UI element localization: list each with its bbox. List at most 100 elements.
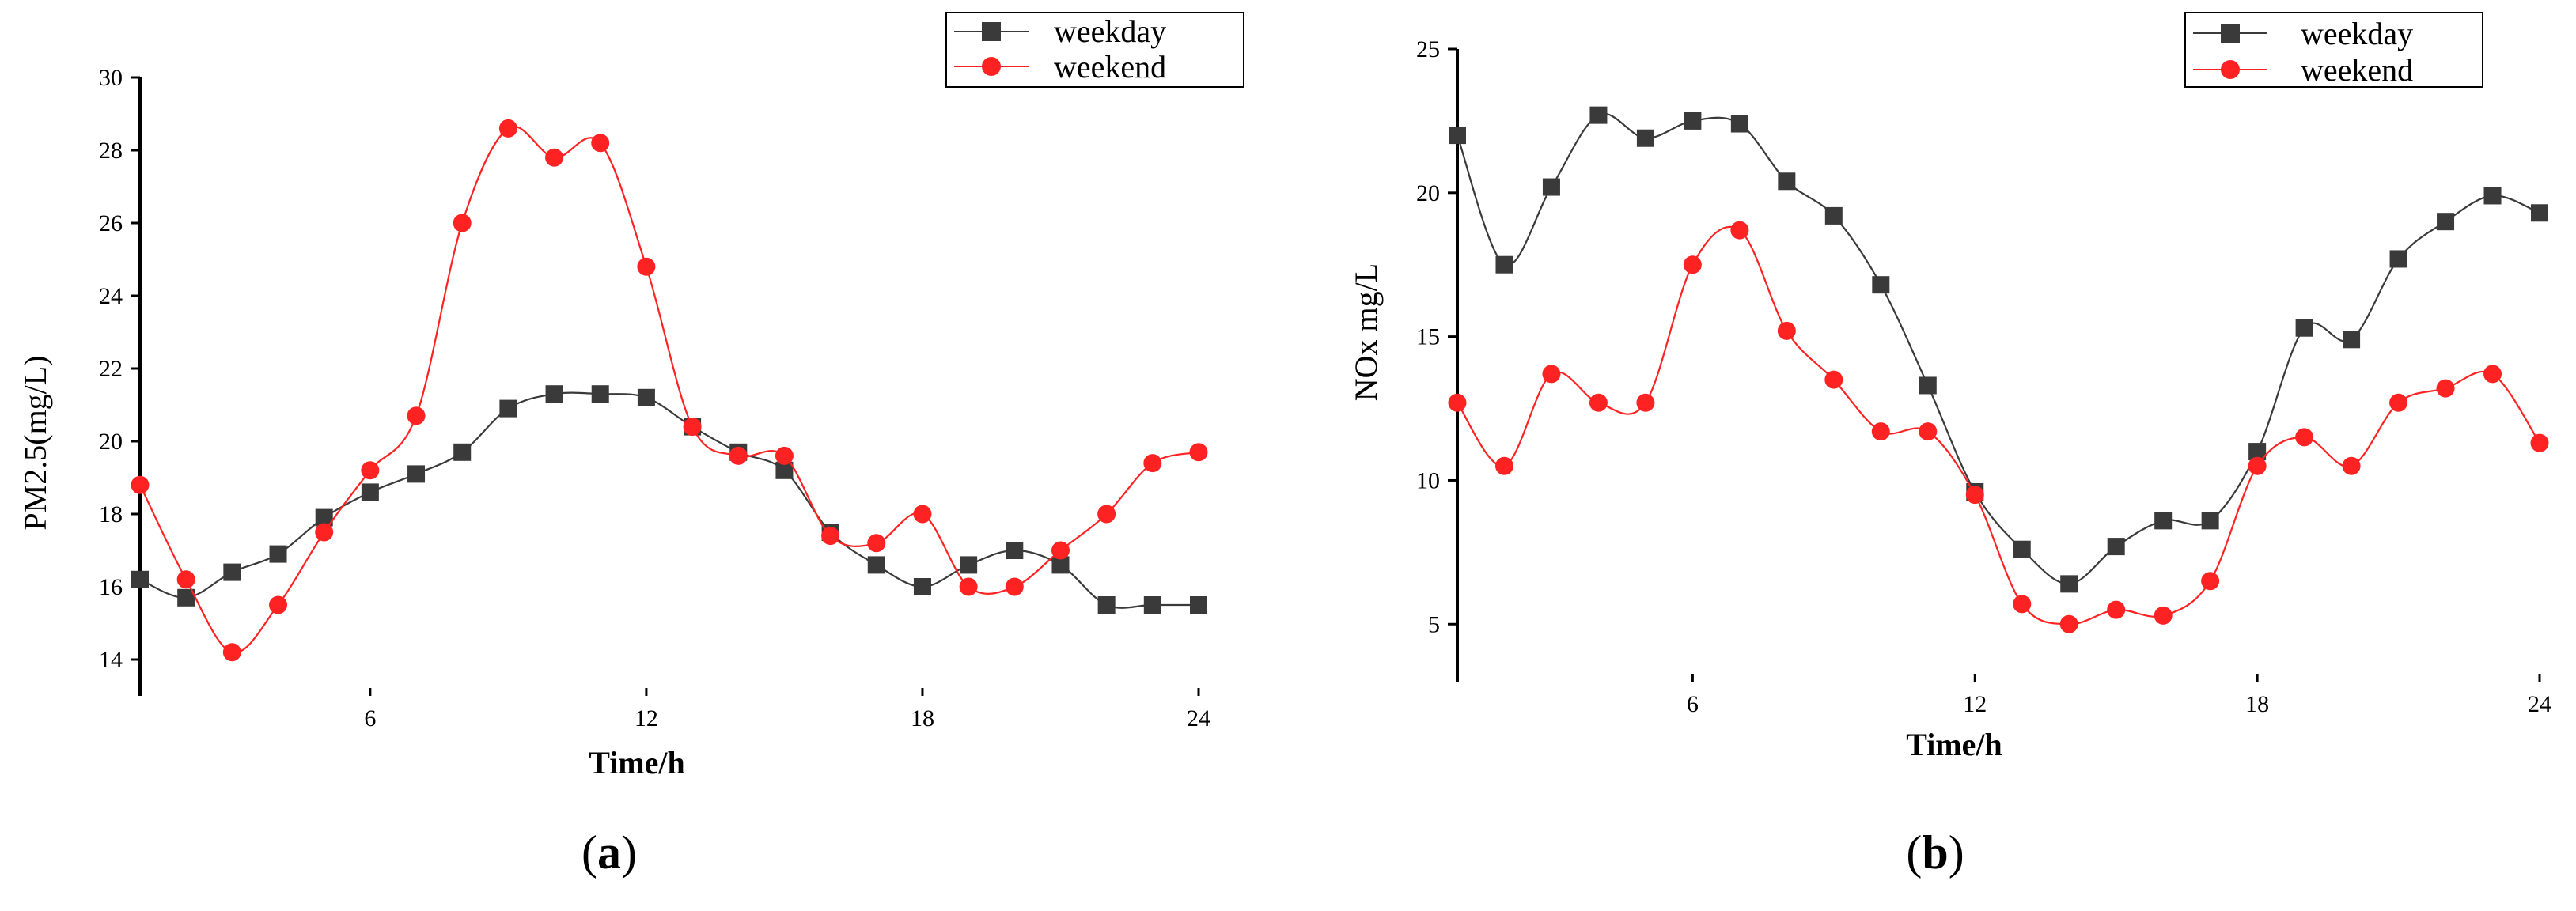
point-weekend	[1965, 486, 1984, 505]
point-weekend	[775, 446, 794, 465]
point-weekend	[1143, 454, 1162, 473]
y-tick-label: 20	[99, 429, 123, 455]
x-ticks: 6 12 18 24	[1687, 674, 2551, 717]
legend-weekend-label: weekend	[1054, 49, 1166, 85]
point-weekday	[2060, 575, 2078, 593]
point-weekend	[131, 475, 150, 494]
point-weekend	[2013, 595, 2032, 614]
point-weekday	[2531, 204, 2548, 222]
point-weekday	[1542, 178, 1560, 196]
y-tick-label: 18	[99, 501, 123, 527]
y-tick-label: 20	[1416, 180, 1440, 206]
point-weekday	[407, 465, 426, 483]
y-tick-label: 16	[99, 574, 123, 600]
point-weekend	[1777, 321, 1796, 340]
point-weekend	[2201, 572, 2220, 591]
point-weekday	[1730, 115, 1748, 133]
point-weekend	[1683, 255, 1702, 274]
point-weekend	[867, 534, 886, 553]
point-weekday	[1684, 112, 1702, 130]
x-tick-label: 6	[364, 705, 376, 731]
point-weekend	[1871, 422, 1890, 441]
point-weekend	[545, 148, 564, 167]
x-tick-label: 6	[1687, 691, 1699, 717]
point-weekend	[959, 577, 978, 596]
point-weekday	[1495, 255, 1513, 274]
legend-weekday-marker	[982, 22, 1001, 41]
chart-panel-a: 14 16 18 20 22 24 26 28 30 6 12 18 24 PM2.5(mg/L) T…	[17, 12, 1244, 879]
y-tick-label: 22	[99, 356, 123, 382]
chart-panel-b: 5 10 15 20 25 6 12 18 24 NOx mg/L Time/h weekda…	[1348, 12, 2551, 879]
x-tick-label: 12	[635, 705, 658, 731]
series-line-weekday	[139, 391, 1199, 609]
point-weekday	[1919, 376, 1937, 395]
point-weekend	[2342, 456, 2361, 475]
point-weekend	[2248, 456, 2267, 475]
point-weekend	[2436, 379, 2455, 398]
y-ticks: 5 10 15 20 25	[1416, 36, 1457, 637]
point-weekday	[1824, 206, 1843, 225]
point-weekend	[1589, 393, 1608, 412]
point-weekday	[2343, 331, 2361, 349]
point-weekday	[1006, 542, 1024, 559]
point-weekend	[176, 570, 195, 589]
point-weekday	[1449, 127, 1466, 145]
point-weekend	[2059, 614, 2078, 633]
series-layer	[131, 119, 1208, 662]
point-weekday	[223, 563, 241, 581]
legend: weekday weekend	[2184, 12, 2483, 88]
x-axis-label: Time/h	[1906, 727, 2002, 762]
point-weekend	[2530, 433, 2549, 452]
point-weekend	[1730, 221, 1749, 240]
series-line-weekend	[139, 125, 1199, 654]
point-weekday	[2389, 250, 2407, 268]
point-weekday	[315, 508, 333, 527]
point-weekend	[1097, 505, 1116, 524]
point-weekend	[729, 446, 748, 465]
point-weekday	[2107, 538, 2125, 556]
y-tick-label: 10	[1416, 467, 1440, 493]
series-layer	[1448, 106, 2549, 633]
legend-weekend-marker	[2221, 60, 2240, 79]
point-weekend	[821, 527, 840, 546]
point-weekend	[2483, 365, 2502, 384]
point-weekday	[591, 385, 609, 403]
point-weekend	[498, 119, 517, 138]
point-weekend	[1919, 422, 1938, 441]
point-weekend	[1494, 456, 1513, 475]
point-weekday	[867, 556, 885, 574]
point-weekday	[453, 443, 472, 461]
point-weekday	[775, 461, 794, 479]
y-tick-label: 15	[1416, 324, 1440, 350]
point-weekend	[683, 418, 702, 437]
point-weekday	[1778, 172, 1796, 191]
point-weekday	[960, 556, 978, 574]
point-weekend	[2154, 606, 2173, 625]
point-weekday	[2483, 187, 2502, 205]
y-tick-label: 14	[99, 647, 123, 673]
point-weekday	[1872, 276, 1890, 294]
x-tick-label: 18	[911, 705, 934, 731]
point-weekend	[1542, 365, 1561, 384]
point-weekday	[1097, 596, 1116, 614]
point-weekend	[2295, 428, 2314, 447]
x-tick-label: 18	[2245, 691, 2269, 717]
y-tick-label: 30	[99, 65, 123, 91]
point-weekday	[2154, 512, 2173, 530]
point-weekend	[361, 461, 380, 480]
y-tick-label: 25	[1416, 36, 1440, 62]
series-line-weekday	[1456, 112, 2540, 585]
point-weekday	[545, 385, 563, 403]
point-weekday	[2437, 213, 2455, 231]
point-weekend	[591, 134, 610, 153]
legend: weekday weekend	[945, 12, 1244, 88]
legend-weekend-label: weekend	[2301, 52, 2413, 88]
x-tick-label: 24	[1187, 705, 1210, 731]
point-weekend	[637, 257, 656, 276]
panel-letter: a	[597, 826, 621, 879]
series-line-weekend	[1457, 225, 2540, 626]
x-tick-label: 24	[2528, 691, 2551, 717]
y-tick-label: 24	[99, 283, 123, 309]
point-weekend	[1448, 393, 1467, 412]
